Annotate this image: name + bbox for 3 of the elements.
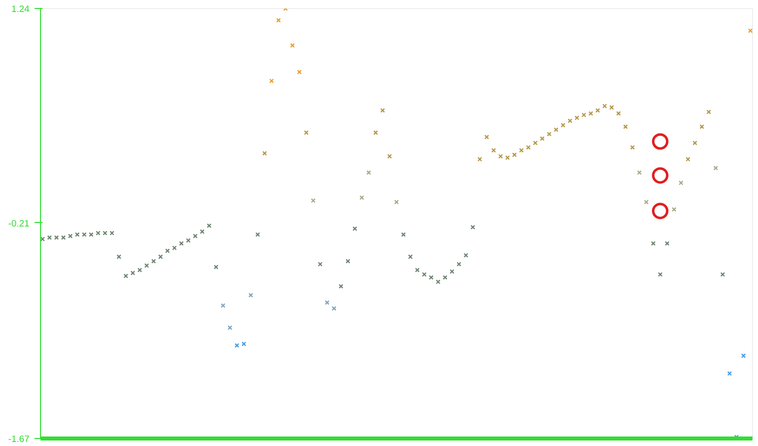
y-tick-label: -1.67 [8, 434, 30, 444]
y-tick-label: -0.21 [8, 218, 30, 228]
y-tick-label: 1.24 [11, 4, 30, 14]
